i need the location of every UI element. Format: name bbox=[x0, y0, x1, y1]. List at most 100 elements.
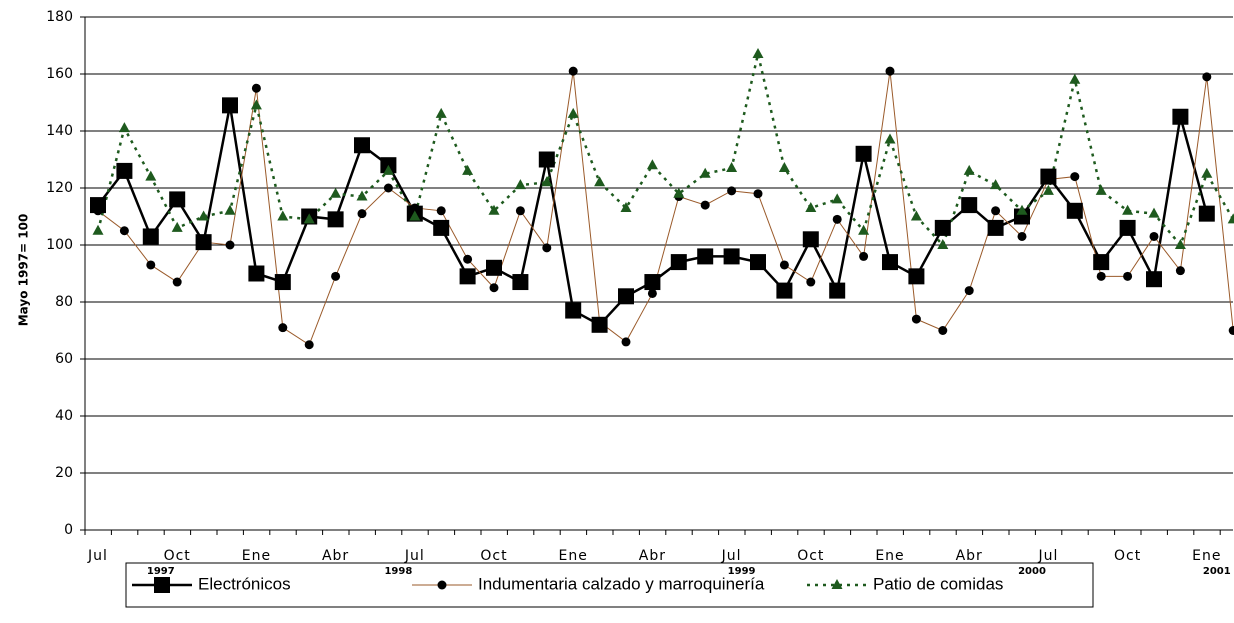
marker bbox=[116, 162, 133, 179]
marker bbox=[199, 237, 209, 247]
marker bbox=[541, 176, 553, 187]
marker bbox=[832, 214, 842, 224]
marker bbox=[1201, 167, 1213, 178]
marker bbox=[433, 219, 450, 236]
marker bbox=[330, 187, 342, 198]
marker bbox=[354, 137, 370, 154]
marker bbox=[1148, 207, 1160, 218]
marker bbox=[119, 226, 129, 236]
marker bbox=[146, 260, 156, 270]
marker bbox=[435, 107, 447, 118]
marker bbox=[991, 206, 1001, 216]
marker bbox=[673, 187, 685, 198]
marker bbox=[542, 243, 552, 253]
marker bbox=[382, 164, 394, 175]
marker bbox=[987, 219, 1004, 236]
marker bbox=[776, 282, 793, 299]
marker bbox=[462, 164, 474, 175]
marker bbox=[1228, 326, 1234, 335]
marker bbox=[118, 122, 130, 133]
x-tick-label: Ene bbox=[559, 548, 588, 564]
marker bbox=[726, 162, 738, 173]
marker bbox=[963, 164, 975, 175]
marker bbox=[568, 66, 578, 76]
marker bbox=[514, 179, 526, 190]
marker bbox=[488, 204, 500, 215]
y-tick-label: 100 bbox=[46, 237, 73, 253]
y-tick-label: 0 bbox=[64, 522, 73, 538]
marker bbox=[699, 167, 711, 178]
marker bbox=[779, 260, 789, 270]
legend-label: Electrónicos bbox=[198, 574, 291, 593]
marker bbox=[990, 179, 1002, 190]
legend-marker bbox=[154, 577, 170, 593]
marker bbox=[410, 203, 420, 213]
x-tick-label: Oct bbox=[797, 548, 824, 564]
marker bbox=[1093, 254, 1110, 271]
marker bbox=[224, 204, 236, 215]
y-tick-label: 80 bbox=[55, 294, 73, 310]
marker bbox=[565, 302, 582, 319]
marker bbox=[937, 239, 949, 249]
marker bbox=[304, 340, 314, 350]
marker bbox=[911, 314, 921, 324]
marker bbox=[1149, 231, 1159, 241]
marker bbox=[831, 193, 843, 204]
marker bbox=[171, 221, 183, 232]
marker bbox=[409, 210, 421, 221]
marker bbox=[934, 219, 951, 236]
marker bbox=[908, 268, 925, 285]
x-tick-label: Jul bbox=[87, 548, 108, 564]
x-tick-label: Ene bbox=[242, 548, 271, 564]
year-label: 2001 bbox=[1203, 566, 1231, 577]
marker bbox=[278, 323, 288, 333]
legend-label: Patio de comidas bbox=[873, 574, 1003, 593]
marker bbox=[1043, 174, 1053, 184]
marker bbox=[436, 206, 446, 216]
marker bbox=[567, 107, 579, 118]
marker bbox=[250, 99, 262, 110]
marker bbox=[463, 254, 473, 264]
marker bbox=[1123, 271, 1133, 281]
marker bbox=[727, 186, 737, 196]
marker bbox=[248, 265, 265, 282]
marker bbox=[1095, 184, 1107, 195]
marker bbox=[647, 288, 657, 298]
marker bbox=[778, 162, 790, 173]
marker bbox=[1070, 172, 1080, 182]
marker bbox=[723, 248, 740, 265]
x-tick-label: Jul bbox=[1037, 548, 1058, 564]
marker bbox=[515, 206, 525, 216]
x-tick-label: Abr bbox=[639, 548, 666, 564]
marker bbox=[1175, 266, 1185, 276]
series-line bbox=[96, 53, 1234, 248]
marker bbox=[885, 66, 895, 76]
marker bbox=[700, 200, 710, 210]
x-tick-label: Oct bbox=[1114, 548, 1141, 564]
marker bbox=[1174, 239, 1186, 249]
marker bbox=[858, 224, 870, 235]
y-tick-label: 180 bbox=[46, 9, 73, 25]
legend-label: Indumentaria calzado y marroquinería bbox=[478, 574, 765, 593]
series-line bbox=[97, 71, 1234, 346]
marker bbox=[753, 189, 763, 199]
marker bbox=[910, 210, 922, 221]
marker bbox=[356, 190, 368, 201]
marker bbox=[1202, 72, 1212, 82]
marker bbox=[459, 268, 476, 285]
marker bbox=[621, 337, 631, 347]
year-label: 1998 bbox=[384, 566, 412, 577]
marker bbox=[670, 254, 687, 271]
marker bbox=[512, 274, 529, 291]
marker bbox=[142, 228, 159, 245]
marker bbox=[93, 206, 103, 216]
marker bbox=[222, 97, 238, 114]
marker bbox=[331, 271, 341, 281]
x-tick-label: Abr bbox=[956, 548, 983, 564]
marker bbox=[802, 231, 819, 248]
x-tick-label: Oct bbox=[480, 548, 507, 564]
marker bbox=[964, 286, 974, 296]
year-label: 1997 bbox=[147, 566, 175, 577]
marker bbox=[1096, 271, 1106, 281]
